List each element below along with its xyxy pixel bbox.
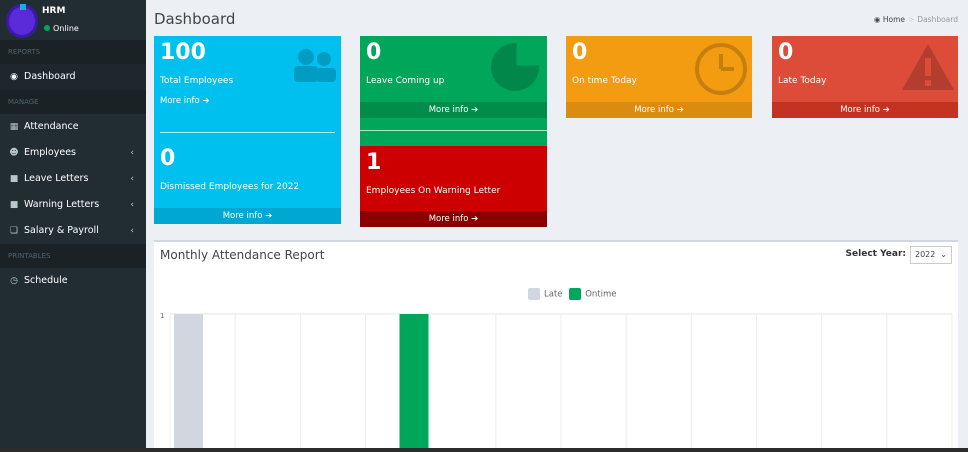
bar-ontime-apr[interactable] (399, 314, 429, 452)
year-select-value: 2022 (915, 250, 936, 259)
leave-more-info[interactable]: More info ➔ (360, 102, 547, 118)
money-icon: ❏ (9, 226, 19, 236)
sidebar-item-label: Dashboard (24, 71, 76, 82)
ontime-box: 0 On time Today More info ➔ (566, 36, 752, 118)
chevron-left-icon: ‹ (130, 226, 134, 236)
bar-late-jan[interactable] (174, 314, 203, 452)
legend-swatch-late[interactable] (528, 288, 540, 300)
breadcrumb-current: Dashboard (917, 15, 958, 24)
users-icon (294, 49, 336, 82)
breadcrumb-separator: > (908, 15, 915, 24)
total-employees-label: Total Employees (160, 76, 234, 86)
briefcase-icon: ■ (9, 200, 19, 210)
user-status-label: Online (53, 24, 79, 33)
legend-label-ontime: Ontime (585, 289, 617, 300)
total-employees-box: 100 Total Employees More info ➔ 0 Dismis… (154, 36, 341, 224)
clock-icon: ◷ (10, 276, 18, 286)
warning-more-info[interactable]: More info ➔ (360, 211, 547, 227)
users-icon: ☻ (9, 148, 19, 158)
avatar[interactable] (6, 4, 38, 38)
calendar-icon: ▦ (9, 122, 19, 132)
leave-box: 0 Leave Coming up More info ➔ (360, 36, 547, 118)
late-value: 0 (778, 40, 794, 65)
warning-label: Employees On Warning Letter (366, 186, 501, 196)
warning-value: 1 (366, 150, 382, 175)
sidebar-item-dashboard[interactable]: ◉ Dashboard (0, 64, 146, 90)
dismissed-value: 0 (160, 146, 176, 171)
box-divider (360, 130, 547, 131)
total-employees-value: 100 (160, 40, 206, 65)
chevron-down-icon: ⌄ (940, 250, 947, 259)
home-icon: ◉ (873, 15, 881, 24)
user-status: Online (44, 24, 79, 33)
section-header-printables: PRINTABLES (0, 244, 146, 268)
chevron-left-icon: ‹ (130, 174, 134, 184)
legend-swatch-ontime[interactable] (569, 288, 582, 300)
page-title: Dashboard (154, 10, 236, 28)
attendance-bar-chart: 1 (160, 312, 953, 452)
briefcase-icon: ■ (9, 174, 19, 184)
sidebar-item-leave-letters[interactable]: ■ Leave Letters ‹ (0, 166, 146, 192)
section-header-manage: MANAGE (0, 90, 146, 114)
sidebar-item-label: Salary & Payroll (24, 225, 99, 236)
late-label: Late Today (778, 76, 827, 86)
dashboard-icon: ◉ (10, 72, 18, 82)
leave-label: Leave Coming up (366, 76, 445, 86)
warning-icon (902, 44, 954, 90)
dismissed-more-info[interactable]: More info ➔ (154, 208, 341, 224)
sidebar: HRM Online REPORTS ◉ Dashboard MANAGE ▦ At… (0, 0, 146, 452)
ontime-label: On time Today (572, 76, 637, 86)
sidebar-item-warning-letters[interactable]: ■ Warning Letters ‹ (0, 192, 146, 218)
year-label: Select Year: (845, 249, 906, 259)
sidebar-item-label: Employees (24, 147, 76, 158)
dismissed-label: Dismissed Employees for 2022 (160, 182, 300, 192)
sidebar-item-attendance[interactable]: ▦ Attendance (0, 114, 146, 140)
user-name: HRM (42, 6, 66, 16)
legend-label-late: Late (544, 289, 563, 300)
box-divider (160, 132, 335, 133)
year-select[interactable]: 2022 ⌄ (910, 246, 952, 264)
online-dot-icon (44, 25, 50, 31)
report-title: Monthly Attendance Report (160, 248, 325, 262)
breadcrumb-home[interactable]: Home (882, 15, 905, 24)
chevron-left-icon: ‹ (130, 200, 134, 210)
clock-icon (695, 43, 747, 95)
attendance-report-panel: Monthly Attendance Report Select Year: 2… (154, 240, 958, 452)
sidebar-item-label: Leave Letters (24, 173, 89, 184)
sidebar-item-salary-payroll[interactable]: ❏ Salary & Payroll ‹ (0, 218, 146, 244)
ontime-value: 0 (572, 40, 588, 65)
sidebar-item-label: Schedule (24, 275, 68, 286)
warning-box: 1 Employees On Warning Letter More info … (360, 146, 547, 227)
sidebar-item-schedule[interactable]: ◷ Schedule (0, 268, 146, 294)
user-panel: HRM Online (0, 0, 146, 40)
chart-legend: Late Ontime (524, 288, 617, 300)
pie-chart-icon (491, 42, 540, 91)
sidebar-item-label: Warning Letters (24, 199, 100, 210)
sidebar-item-label: Attendance (24, 121, 79, 132)
total-employees-more-info[interactable]: More info ➔ (160, 96, 210, 106)
breadcrumb: ◉ Home > Dashboard (874, 15, 958, 24)
ontime-more-info[interactable]: More info ➔ (566, 102, 752, 118)
section-header-reports: REPORTS (0, 40, 146, 64)
bottom-strip (0, 448, 968, 452)
chevron-left-icon: ‹ (130, 148, 134, 158)
late-box: 0 Late Today More info ➔ (772, 36, 958, 118)
late-more-info[interactable]: More info ➔ (772, 102, 958, 118)
y-tick-label: 1 (160, 312, 164, 320)
sidebar-item-employees[interactable]: ☻ Employees ‹ (0, 140, 146, 166)
leave-box-extension (360, 118, 547, 146)
leave-value: 0 (366, 40, 382, 65)
